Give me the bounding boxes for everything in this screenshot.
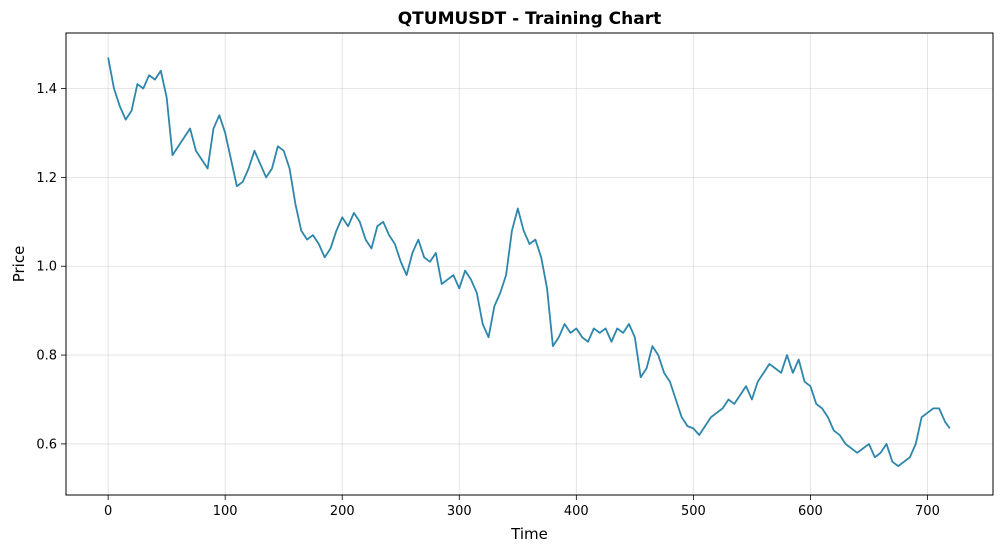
y-tick-label: 0.6 [36, 437, 57, 452]
y-axis-label: Price [10, 246, 28, 283]
x-tick-label: 500 [681, 504, 706, 519]
y-tick-label: 1.0 [36, 260, 57, 275]
grid [66, 33, 993, 495]
y-tick-label: 1.4 [36, 82, 57, 97]
plot-frame [65, 32, 994, 496]
y-tick-label: 1.2 [36, 171, 57, 186]
x-tick-label: 700 [915, 504, 940, 519]
x-tick-label: 600 [798, 504, 823, 519]
x-tick-label: 100 [213, 504, 238, 519]
x-tick-label: 400 [564, 504, 589, 519]
ticks: 0 100 200 300 400 500 600 700 0.6 0.8 1.0 1.2 1.4 [36, 82, 940, 519]
chart-title: QTUMUSDT - Training Chart [398, 9, 662, 29]
series-layer [107, 57, 951, 468]
x-tick-label: 200 [330, 504, 355, 519]
x-tick-label: 300 [447, 504, 472, 519]
x-axis-label: Time [510, 525, 548, 543]
price-series-line [107, 57, 951, 468]
y-tick-label: 0.8 [36, 349, 57, 364]
x-tick-label: 0 [104, 504, 112, 519]
